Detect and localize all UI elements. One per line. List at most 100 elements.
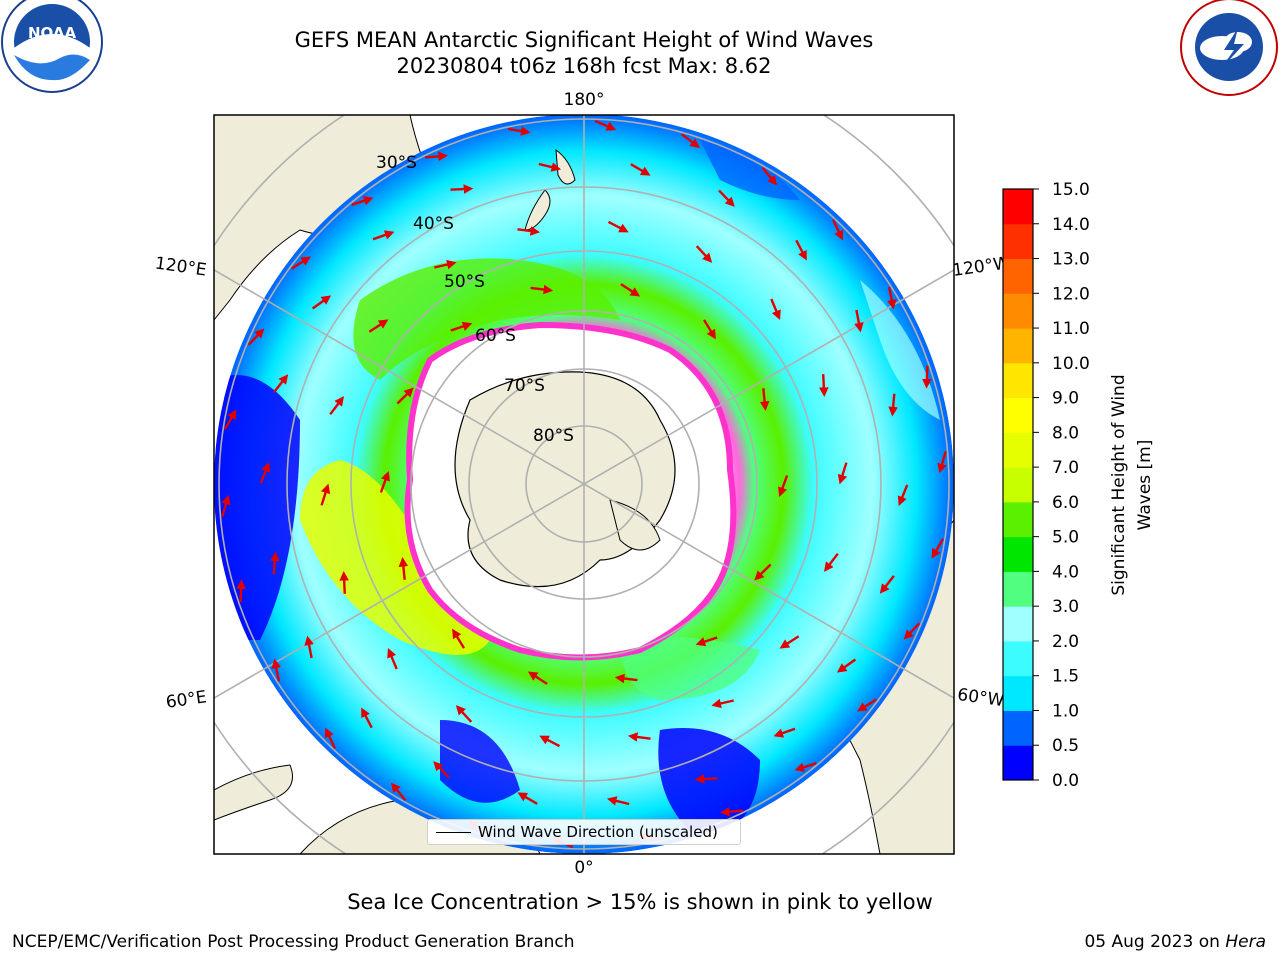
- wind-wave-arrow: [290, 256, 311, 270]
- graticule: [214, 115, 954, 854]
- wind-wave-arrow: [630, 163, 651, 176]
- colorbar-ticks: 0.0 0.5 1.0 1.5 2.0 3.0 4.0 5.0 6.0 7.0 8.0 9.0 10.0…: [1033, 180, 1090, 791]
- wind-wave-arrow: [606, 796, 630, 806]
- colorbar-segment: [1003, 189, 1033, 225]
- sea-ice-caption: Sea Ice Concentration > 15% is shown in …: [347, 890, 933, 914]
- wind-wave-arrow: [836, 658, 857, 673]
- wind-wave-arrow: [819, 374, 829, 397]
- colorbar: 0.0 0.5 1.0 1.5 2.0 3.0 4.0 5.0 6.0 7.0 8.0 9.0 10.0…: [1002, 180, 1155, 791]
- wind-wave-arrow: [259, 461, 271, 484]
- wind-wave-arrow: [433, 761, 450, 779]
- colorbar-tick-label: 8.0: [1052, 423, 1079, 443]
- wind-wave-arrow: [311, 295, 332, 310]
- lat-label-50s: 50°S: [444, 272, 485, 292]
- wind-wave-arrow: [627, 732, 651, 742]
- colorbar-tick-label: 13.0: [1052, 250, 1090, 270]
- wind-wave-arrow: [329, 396, 345, 416]
- colorbar-segment: [1003, 710, 1033, 746]
- colorbar-frame: [1002, 188, 1034, 781]
- colorbar-segment: [1003, 397, 1033, 433]
- wind-wave-arrow: [897, 484, 909, 507]
- lon-label-180: 180°: [564, 90, 605, 110]
- colorbar-segment: [1003, 571, 1033, 607]
- colorbar-tick-label: 2.0: [1052, 632, 1079, 652]
- lat-label-60s: 60°S: [475, 326, 516, 346]
- wind-wave-arrow: [857, 698, 878, 712]
- colorbar-label-line1: Significant Height of Wind: [1109, 374, 1129, 595]
- colorbar-segment: [1003, 675, 1033, 711]
- colorbar-segment: [1003, 745, 1033, 781]
- wind-wave-arrow: [361, 707, 373, 729]
- wind-wave-arrow: [773, 727, 796, 738]
- wind-wave-arrow: [695, 245, 713, 263]
- wind-wave-arrow: [702, 319, 716, 340]
- wind-wave-arrow: [837, 462, 848, 485]
- wind-wave-arrow: [247, 328, 265, 346]
- colorbar-segments: [1003, 189, 1033, 781]
- wind-wave-arrow: [937, 451, 947, 474]
- wind-wave-arrow: [823, 552, 839, 572]
- colorbar-tick-label: 11.0: [1052, 319, 1090, 339]
- footer-date-text: 05 Aug 2023 on: [1084, 932, 1226, 952]
- colorbar-segment: [1003, 223, 1033, 260]
- wind-wave-arrow: [879, 575, 895, 594]
- colorbar-tick-label: 0.0: [1052, 771, 1079, 791]
- colorbar-segment: [1003, 362, 1033, 399]
- noaa-logo: NOAA: [1, 0, 103, 93]
- colorbar-tick-label: 1.5: [1052, 667, 1079, 687]
- noaa-logo-text: NOAA: [28, 24, 77, 42]
- wind-wave-arrow: [398, 557, 409, 580]
- wind-wave-arrow: [507, 126, 531, 136]
- map-frame: 30°S 40°S 50°S 60°S 70°S 80°S: [214, 115, 954, 854]
- wind-wave-arrow: [711, 698, 734, 709]
- wind-wave-arrow: [778, 475, 789, 498]
- colorbar-label-line2: Waves [m]: [1135, 440, 1155, 531]
- colorbar-segment: [1003, 328, 1033, 364]
- wind-wave-arrow: [931, 538, 945, 559]
- colorbar-tick-label: 14.0: [1052, 215, 1090, 235]
- wind-wave-arrow: [304, 635, 314, 659]
- wind-wave-arrow: [223, 409, 237, 430]
- wind-wave-arrow: [794, 762, 817, 772]
- wind-wave-arrow: [854, 309, 864, 333]
- lat-label-80s: 80°S: [533, 426, 574, 446]
- wind-wave-arrow: [221, 494, 231, 517]
- wind-wave-arrow: [390, 782, 407, 801]
- wind-wave-arrow: [694, 774, 718, 784]
- colorbar-tick-label: 1.0: [1052, 701, 1079, 721]
- lat-label-40s: 40°S: [413, 214, 454, 234]
- wind-wave-arrow: [614, 673, 638, 684]
- colorbar-tick-label: 12.0: [1052, 284, 1090, 304]
- wind-wave-arrow: [396, 387, 414, 405]
- wind-wave-arrow: [339, 571, 349, 594]
- wind-wave-arrow: [681, 133, 700, 149]
- wind-wave-arrow: [387, 647, 398, 670]
- wind-wave-arrow: [450, 321, 473, 332]
- wind-wave-arrow: [538, 162, 562, 172]
- chart-title: GEFS MEAN Antarctic Significant Height o…: [294, 28, 874, 52]
- colorbar-segment: [1003, 536, 1033, 572]
- wind-wave-arrow: [754, 563, 772, 581]
- colorbar-segment: [1003, 432, 1033, 468]
- wind-wave-arrow: [832, 219, 844, 241]
- lat-label-70s: 70°S: [504, 376, 545, 396]
- colorbar-segment: [1003, 501, 1033, 538]
- colorbar-segment: [1003, 258, 1033, 294]
- wind-wave-arrow: [517, 226, 541, 236]
- wind-wave-arrow: [351, 196, 374, 206]
- legend-label: Wind Wave Direction (unscaled): [478, 823, 718, 841]
- lon-label-0: 0°: [574, 858, 593, 878]
- wind-wave-arrow: [270, 551, 280, 575]
- colorbar-segment: [1003, 640, 1033, 677]
- colorbar-tick-label: 6.0: [1052, 493, 1079, 513]
- wind-wave-arrow: [761, 167, 778, 186]
- footer-machine: Hera: [1225, 932, 1266, 952]
- chart-subtitle: 20230804 t06z 168h fcst Max: 8.62: [396, 54, 772, 78]
- colorbar-segment: [1003, 467, 1033, 503]
- wind-wave-arrow: [720, 806, 743, 817]
- wind-wave-arrow: [527, 671, 548, 685]
- lon-label-60w: 60°W: [956, 685, 1005, 711]
- wind-wave-arrow: [324, 727, 336, 749]
- wind-wave-arrow: [620, 283, 641, 297]
